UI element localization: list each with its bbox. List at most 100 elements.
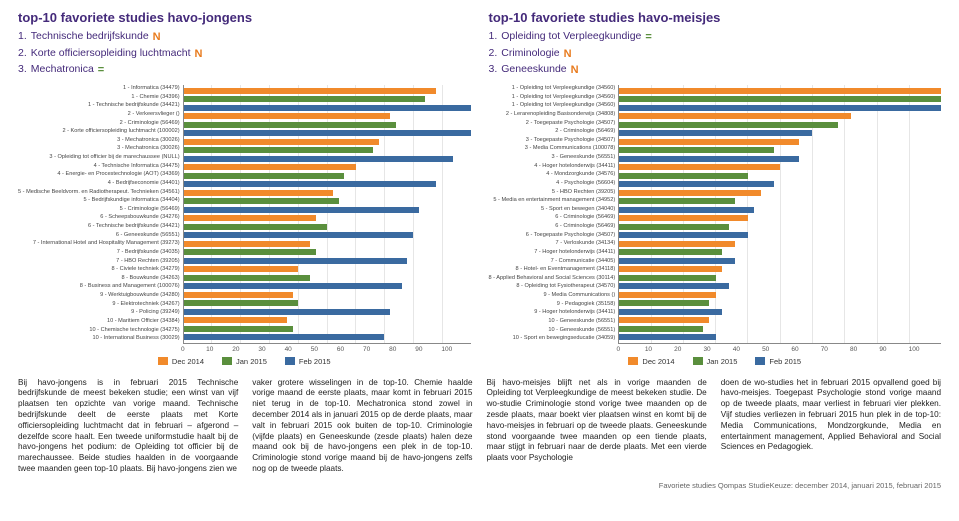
bar [619, 258, 735, 264]
x-axis-tick: 100 [441, 346, 467, 353]
bar [184, 122, 396, 128]
top3-mark: N [153, 29, 161, 46]
top3-rank: 2. [489, 46, 498, 62]
y-axis-label: 2 - Korte officiersopleiding luchtmacht … [18, 128, 180, 137]
y-axis-label: 9 - Pedagogiek (35158) [489, 300, 616, 309]
bar [619, 249, 722, 255]
y-axis-label: 9 - Policing (39249) [18, 309, 180, 318]
bar [184, 190, 333, 196]
x-axis-tick: 30 [258, 346, 284, 353]
bar [184, 88, 436, 94]
y-axis-label: 1 - Opleiding tot Verpleegkundige (34560… [489, 93, 616, 102]
y-axis-label: 2 - Criminologie (56469) [18, 119, 180, 128]
bar [184, 258, 408, 264]
x-axis-tick: 0 [181, 346, 207, 353]
bar [184, 173, 345, 179]
y-axis-label: 1 - Chemie (34396) [18, 93, 180, 102]
y-axis-label: 1 - Opleiding tot Verpleegkundige (34560… [489, 102, 616, 111]
bar [619, 164, 780, 170]
x-axis-tick: 30 [703, 346, 732, 353]
y-axis-label: 7 - HBO Rechten (39205) [18, 257, 180, 266]
bar [184, 326, 293, 332]
y-axis-label: 7 - Communicatie (34405) [489, 257, 616, 266]
y-axis-label: 4 - Technische Informatica (34475) [18, 162, 180, 171]
body-paragraph: Bij havo-meisjes blijft net als in vorig… [487, 378, 707, 475]
y-axis-label: 5 - HBO Rechten (39205) [489, 188, 616, 197]
y-axis-label: 10 - Geneeskunde (56551) [489, 317, 616, 326]
bar [184, 334, 385, 340]
y-axis-label: 10 - Sport en bewegingseducatie (34059) [489, 335, 616, 344]
legend-swatch [755, 357, 765, 365]
y-axis-label: 4 - Bedrijfseconomie (34401) [18, 179, 180, 188]
y-axis-label: 6 - Criminologie (56469) [489, 223, 616, 232]
y-axis-label: 9 - Media Communications () [489, 292, 616, 301]
bar [184, 207, 419, 213]
legend-swatch [693, 357, 703, 365]
legend-label: Dec 2014 [642, 357, 674, 366]
bar [619, 326, 703, 332]
y-axis-label: 8 - Civiele techniek (34279) [18, 266, 180, 275]
y-axis-label: 10 - Chemische technologie (34275) [18, 326, 180, 335]
bar [619, 190, 761, 196]
bar [619, 96, 941, 102]
bar [184, 266, 299, 272]
legend-swatch [158, 357, 168, 365]
y-axis-label: 2 - Lerarenopleiding Basisonderwijs (348… [489, 110, 616, 119]
bar [184, 105, 471, 111]
bar [619, 232, 748, 238]
bar [619, 147, 773, 153]
bar [184, 113, 391, 119]
x-axis-tick: 100 [909, 346, 938, 353]
bar [184, 232, 414, 238]
y-axis-label: 8 - Bouwkunde (34263) [18, 274, 180, 283]
top3-label: Geneeskunde [501, 62, 566, 78]
y-axis-label: 4 - Hoger hotelonderwijs (34411) [489, 162, 616, 171]
bar [619, 292, 716, 298]
bar [619, 113, 851, 119]
y-axis-label: 8 - Opleiding tot Fysiotherapeut (34570) [489, 283, 616, 292]
legend-label: Jan 2015 [707, 357, 738, 366]
chart-title: top-10 favoriete studies havo-meisjes [489, 10, 942, 25]
y-axis-label: 3 - Mechatronica (30026) [18, 145, 180, 154]
y-axis-label: 6 - Toegepaste Psychologie (34507) [489, 231, 616, 240]
x-axis-tick: 0 [617, 346, 646, 353]
legend-label: Dec 2014 [172, 357, 204, 366]
bar [184, 317, 287, 323]
y-axis-label: 5 - Sport en bewegen (34040) [489, 205, 616, 214]
y-axis-label: 8 - Applied Behavioral and Social Scienc… [489, 274, 616, 283]
legend-swatch [285, 357, 295, 365]
top3-mark: = [645, 29, 651, 46]
bar [184, 224, 327, 230]
bar [619, 181, 773, 187]
bar [619, 130, 812, 136]
top3-rank: 1. [489, 29, 498, 45]
y-axis-label: 8 - Hotel- en Eventmanagement (34118) [489, 266, 616, 275]
bar [619, 275, 716, 281]
top3-label: Opleiding tot Verpleegkundige [501, 29, 641, 45]
bar [619, 122, 838, 128]
chart-title: top-10 favoriete studies havo-jongens [18, 10, 471, 25]
bar [184, 309, 391, 315]
y-axis-label: 4 - Energie- en Procestechnologie (AOT) … [18, 171, 180, 180]
x-axis-tick: 90 [879, 346, 908, 353]
y-axis-label: 1 - Informatica (34479) [18, 85, 180, 94]
y-axis-label: 3 - Geneeskunde (56551) [489, 154, 616, 163]
x-axis-tick: 40 [733, 346, 762, 353]
bar [184, 139, 379, 145]
bar [619, 334, 716, 340]
y-axis-label: 3 - Mechatronica (30026) [18, 136, 180, 145]
y-axis-label: 10 - Maritiem Officier (34384) [18, 317, 180, 326]
bar [619, 309, 722, 315]
bar [184, 130, 471, 136]
y-axis-label: 3 - Opleiding tot officier bij de marech… [18, 154, 180, 163]
x-axis-tick: 60 [337, 346, 363, 353]
y-axis-label: 4 - Psychologie (56604) [489, 179, 616, 188]
x-axis-tick: 10 [645, 346, 674, 353]
bar [619, 241, 735, 247]
x-axis-tick: 80 [850, 346, 879, 353]
bar [184, 96, 425, 102]
top3-mark: N [564, 46, 572, 63]
x-axis-tick: 70 [821, 346, 850, 353]
y-axis-label: 8 - Business and Management (100076) [18, 283, 180, 292]
y-axis-label: 6 - Technische bedrijfskunde (34421) [18, 223, 180, 232]
